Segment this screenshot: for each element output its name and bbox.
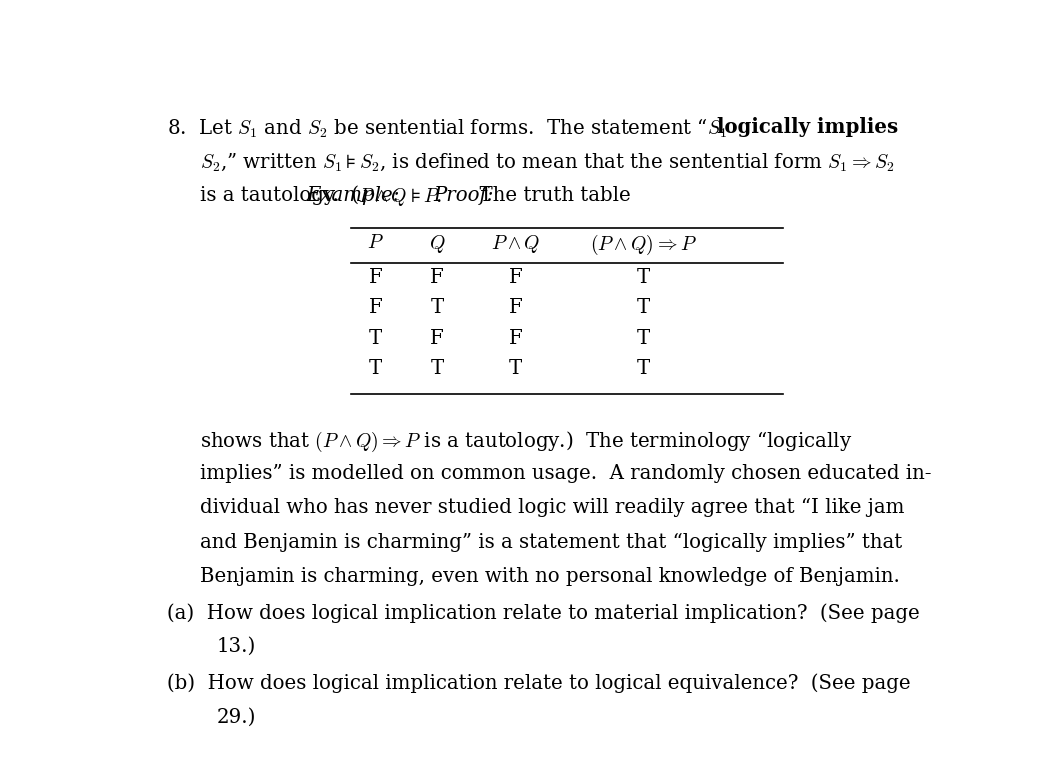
- Text: T: T: [369, 359, 382, 378]
- Text: logically implies: logically implies: [717, 117, 898, 137]
- Text: F: F: [509, 268, 523, 287]
- Text: (b)  How does logical implication relate to logical equivalence?  (See page: (b) How does logical implication relate …: [168, 674, 911, 693]
- Text: dividual who has never studied logic will readily agree that “I like jam: dividual who has never studied logic wil…: [201, 498, 905, 518]
- Text: F: F: [509, 299, 523, 317]
- Text: F: F: [430, 268, 444, 287]
- Text: 13.): 13.): [217, 637, 256, 656]
- Text: T: T: [636, 359, 650, 378]
- Text: $P \wedge Q \models P$.: $P \wedge Q \models P$.: [352, 186, 450, 207]
- Text: (a)  How does logical implication relate to material implication?  (See page: (a) How does logical implication relate …: [168, 603, 920, 623]
- Text: Proof:: Proof:: [433, 186, 494, 204]
- Text: T: T: [636, 329, 650, 348]
- Text: T: T: [431, 299, 444, 317]
- Text: 29.): 29.): [217, 707, 256, 727]
- Text: is a tautology.  (: is a tautology. (: [201, 186, 359, 205]
- Text: T: T: [431, 359, 444, 378]
- Text: F: F: [509, 329, 523, 348]
- Text: Example:: Example:: [307, 186, 400, 204]
- Text: 8.  Let $S_1$ and $S_2$ be sentential forms.  The statement “$S_1$: 8. Let $S_1$ and $S_2$ be sentential for…: [168, 117, 730, 141]
- Text: implies” is modelled on common usage.  A randomly chosen educated in-: implies” is modelled on common usage. A …: [201, 464, 931, 483]
- Text: $S_2$,” written $S_1 \models S_2$, is defined to mean that the sentential form $: $S_2$,” written $S_1 \models S_2$, is de…: [201, 151, 895, 173]
- Text: F: F: [369, 299, 382, 317]
- Text: T: T: [636, 299, 650, 317]
- Text: $P$: $P$: [367, 233, 384, 252]
- Text: $Q$: $Q$: [429, 233, 446, 254]
- Text: $(P \wedge Q) \Rightarrow P$: $(P \wedge Q) \Rightarrow P$: [589, 233, 697, 257]
- Text: $P \wedge Q$: $P \wedge Q$: [491, 233, 541, 254]
- Text: and Benjamin is charming” is a statement that “logically implies” that: and Benjamin is charming” is a statement…: [201, 532, 903, 551]
- Text: T: T: [369, 329, 382, 348]
- Text: Benjamin is charming, even with no personal knowledge of Benjamin.: Benjamin is charming, even with no perso…: [201, 567, 901, 586]
- Text: The truth table: The truth table: [467, 186, 631, 204]
- Text: T: T: [509, 359, 523, 378]
- Text: shows that $(P \wedge Q) \Rightarrow P$ is a tautology.)  The terminology “logic: shows that $(P \wedge Q) \Rightarrow P$ …: [201, 429, 853, 454]
- Text: F: F: [369, 268, 382, 287]
- Text: F: F: [430, 329, 444, 348]
- Text: T: T: [636, 268, 650, 287]
